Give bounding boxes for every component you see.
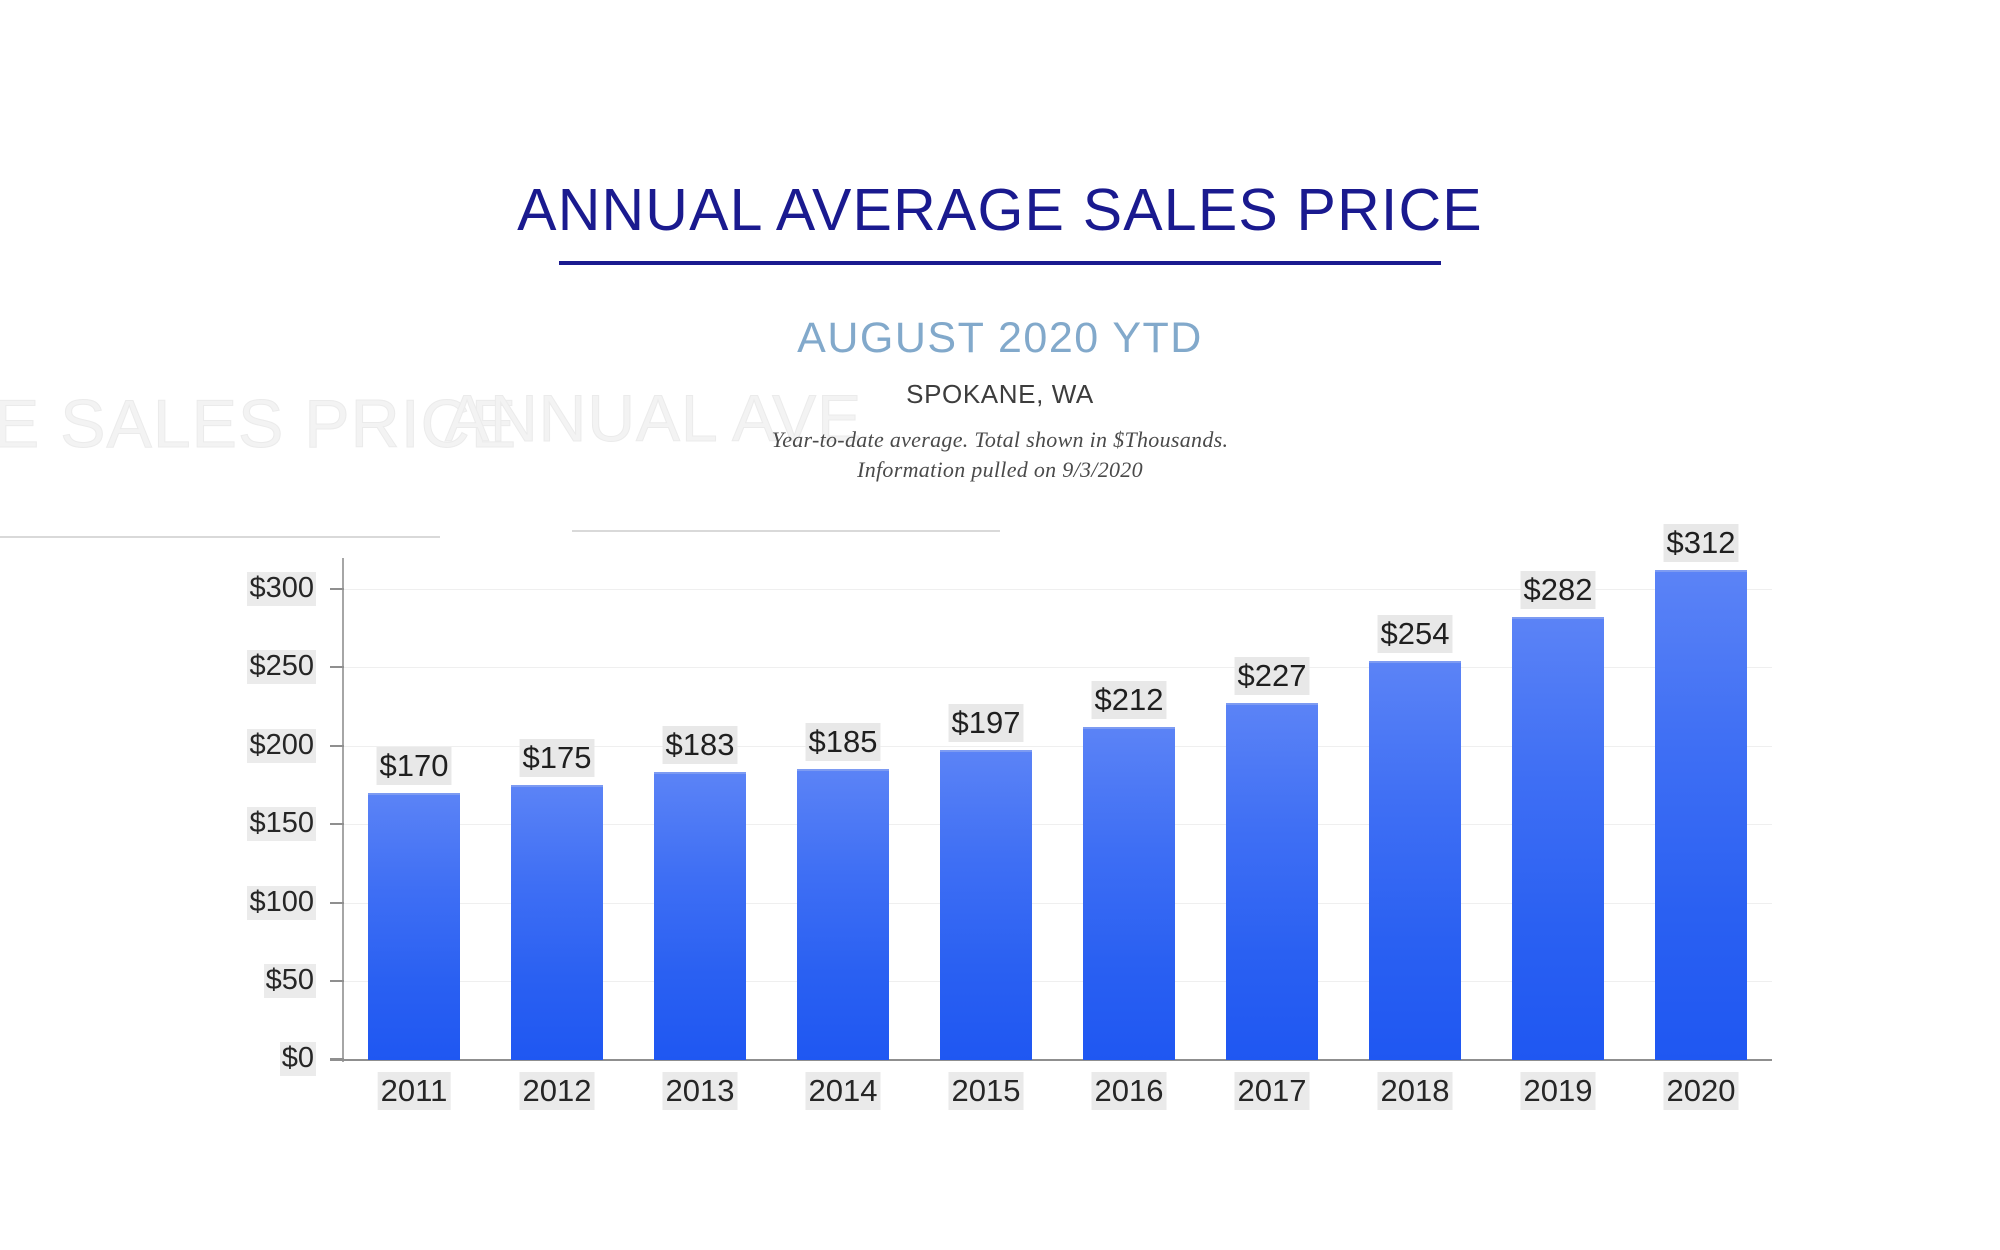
gridline-150	[342, 824, 1772, 825]
bar-slot-2018[interactable]: $254	[1369, 560, 1461, 1060]
y-axis-label-50: $50	[263, 964, 316, 998]
x-axis-label-2011: 2011	[377, 1072, 451, 1110]
bar-2015[interactable]	[940, 750, 1032, 1060]
gridline-50	[342, 981, 1772, 982]
bar-2019[interactable]	[1512, 617, 1604, 1060]
bar-slot-2011[interactable]: $170	[368, 560, 460, 1060]
x-axis-line	[330, 1059, 1772, 1061]
bar-slot-2012[interactable]: $175	[511, 560, 603, 1060]
bar-2016[interactable]	[1083, 727, 1175, 1060]
footnote-line-1: Year-to-date average. Total shown in $Th…	[771, 427, 1229, 452]
y-tick-200	[330, 745, 344, 747]
bar-value-label-2014: $185	[805, 723, 881, 761]
bar-slot-2019[interactable]: $282	[1512, 560, 1604, 1060]
x-axis-label-2018: 2018	[1377, 1072, 1453, 1110]
x-axis-label-2012: 2012	[519, 1072, 595, 1110]
bar-series: $170 $175 $183 $185 $197 $212	[342, 524, 1772, 1060]
x-axis-labels: 2011 2012 2013 2014 2015 2016 2017 2018 …	[342, 0, 1772, 1250]
bar-value-label-2017: $227	[1234, 657, 1310, 695]
footnote-line-2: Information pulled on 9/3/2020	[857, 457, 1143, 482]
bar-2012[interactable]	[511, 785, 603, 1060]
bar-value-label-2019: $282	[1520, 571, 1596, 609]
x-axis-label-2014: 2014	[805, 1072, 881, 1110]
x-axis-label-2019: 2019	[1520, 1072, 1596, 1110]
bar-slot-2015[interactable]: $197	[940, 560, 1032, 1060]
page-title: ANNUAL AVERAGE SALES PRICE	[517, 177, 1483, 243]
bar-value-label-2020: $312	[1663, 524, 1739, 562]
title-underline	[559, 261, 1441, 265]
y-axis-label-250: $250	[247, 650, 316, 684]
location-label: SPOKANE, WA	[906, 379, 1094, 409]
y-axis-label-200: $200	[247, 729, 316, 763]
bar-2017[interactable]	[1226, 703, 1318, 1060]
bar-value-label-2015: $197	[948, 704, 1024, 742]
bar-2013[interactable]	[654, 772, 746, 1060]
bar-slot-2020[interactable]: $312	[1655, 524, 1747, 1060]
x-axis-label-2016: 2016	[1091, 1072, 1167, 1110]
bar-2020[interactable]	[1655, 570, 1747, 1060]
x-axis-label-2015: 2015	[948, 1072, 1024, 1110]
gridline-250	[342, 667, 1772, 668]
bar-2018[interactable]	[1369, 661, 1461, 1060]
y-tick-300	[330, 588, 344, 590]
bar-slot-2014[interactable]: $185	[797, 560, 889, 1060]
bar-value-label-2012: $175	[519, 739, 595, 777]
gridline-300	[342, 589, 1772, 590]
y-axis-label-300: $300	[247, 572, 316, 606]
bar-value-label-2011: $170	[376, 747, 452, 785]
y-tick-50	[330, 980, 344, 982]
y-axis-label-150: $150	[247, 807, 316, 841]
plot-area	[342, 589, 1772, 1060]
gridline-200	[342, 746, 1772, 747]
y-axis-line	[342, 558, 344, 1062]
bar-value-label-2013: $183	[662, 726, 738, 764]
y-tick-250	[330, 666, 344, 668]
x-axis-label-2017: 2017	[1234, 1072, 1310, 1110]
y-tick-150	[330, 823, 344, 825]
page-subtitle: AUGUST 2020 YTD	[797, 314, 1203, 362]
y-axis-label-0: $0	[279, 1042, 316, 1076]
bar-2014[interactable]	[797, 769, 889, 1060]
bar-slot-2017[interactable]: $227	[1226, 560, 1318, 1060]
bar-2011[interactable]	[368, 793, 460, 1060]
y-tick-100	[330, 902, 344, 904]
gridline-100	[342, 903, 1772, 904]
y-tick-0	[330, 1058, 344, 1060]
x-axis-label-2020: 2020	[1663, 1072, 1739, 1110]
bar-value-label-2016: $212	[1091, 681, 1167, 719]
bar-value-label-2018: $254	[1377, 615, 1453, 653]
y-axis-label-100: $100	[247, 886, 316, 920]
bar-slot-2013[interactable]: $183	[654, 560, 746, 1060]
bar-slot-2016[interactable]: $212	[1083, 560, 1175, 1060]
x-axis-label-2013: 2013	[662, 1072, 738, 1110]
